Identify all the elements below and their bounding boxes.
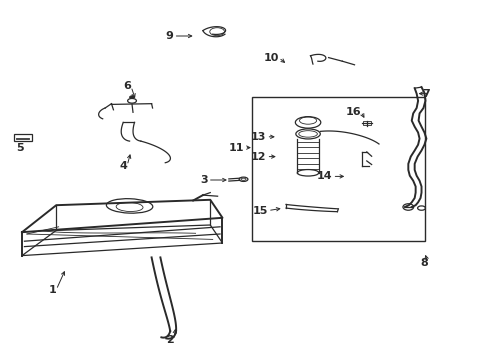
Ellipse shape [129, 96, 134, 99]
Text: 7: 7 [422, 89, 429, 99]
Text: 6: 6 [123, 81, 131, 91]
Bar [14, 134, 32, 141]
Text: 12: 12 [250, 152, 266, 162]
Text: 2: 2 [165, 335, 173, 345]
Bar [362, 121, 370, 125]
Text: 11: 11 [228, 143, 244, 153]
Bar [251, 97, 425, 241]
Text: 4: 4 [119, 161, 127, 171]
Text: 14: 14 [316, 171, 332, 181]
Text: 13: 13 [251, 132, 266, 142]
Text: 1: 1 [48, 285, 56, 295]
Text: 16: 16 [345, 107, 360, 117]
Text: 3: 3 [200, 175, 207, 185]
Text: 8: 8 [419, 258, 427, 268]
Text: 10: 10 [263, 53, 278, 63]
Text: 5: 5 [16, 143, 23, 153]
Text: 15: 15 [252, 206, 267, 216]
Text: 9: 9 [165, 31, 173, 41]
